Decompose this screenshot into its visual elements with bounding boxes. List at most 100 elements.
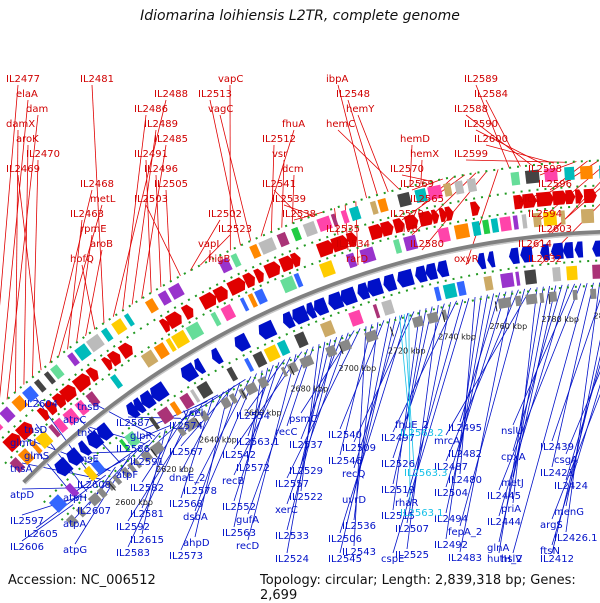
cog-block — [500, 272, 514, 288]
tick-label: 2740 kbp — [438, 333, 476, 342]
tick-label: 2720 kbp — [388, 347, 426, 356]
plus-gene-label: ilvB — [400, 224, 418, 235]
plus-gene-label: IL2599 — [454, 149, 488, 160]
plus-gene-arrow — [316, 240, 334, 258]
plus-gene-arrow — [199, 292, 216, 310]
cog-block — [510, 172, 520, 186]
minus-gene-label: glmU — [10, 438, 36, 449]
minus-gene-label: IL2533 — [275, 531, 309, 542]
plus-gene-label: IL2580 — [410, 239, 444, 250]
minus-gene-label: IL2509 — [342, 443, 376, 454]
minus-gene-label: IL2608 — [77, 480, 111, 491]
minus-gene-arrow — [487, 251, 495, 267]
cog-block — [522, 214, 528, 228]
cog-block — [244, 358, 254, 372]
cog-block — [457, 281, 467, 296]
minus-gene-label: menG — [554, 507, 584, 518]
minus-gene-label: IL2507 — [395, 524, 429, 535]
cog-block — [145, 298, 159, 314]
summary-text: Topology: circular; Length: 2,839,318 bp… — [260, 573, 600, 603]
minus-gene-label: IL2572 — [236, 463, 270, 474]
minus-gene-label: tnsD — [24, 425, 47, 436]
minus-gene-label: atpA — [63, 519, 86, 530]
minus-gene-label: IL2574 — [169, 421, 203, 432]
minus-gene-label: fepA_2 — [448, 527, 482, 538]
cog-block — [179, 393, 194, 410]
cog-block — [226, 367, 238, 382]
rna-gene-label: IL2563.1 — [400, 508, 444, 519]
plus-gene-label: IL2505 — [154, 179, 188, 190]
minus-gene-label: IL2583 — [116, 548, 150, 559]
minus-gene-label: IL2537 — [289, 440, 323, 451]
minus-gene-label: IL2615 — [130, 535, 164, 546]
tick-label: 2780 kbp — [541, 315, 579, 324]
cog-block — [319, 260, 336, 278]
minus-gene-label: recD — [236, 541, 260, 552]
plus-gene-label: IL2632 — [528, 254, 562, 265]
minus-gene-label: atpD — [10, 490, 34, 501]
plus-gene-label: hemC — [326, 119, 355, 130]
plus-gene-label-leader — [338, 130, 399, 189]
minus-gene-label: csgA — [554, 455, 578, 466]
rna-gene-label: IL2563.3 — [404, 468, 448, 479]
cog-block — [580, 166, 593, 180]
minus-gene-label-leader — [393, 307, 432, 484]
cog-block — [373, 304, 381, 318]
gc-block — [412, 316, 424, 328]
plus-gene-arrow — [565, 190, 575, 204]
minus-gene-label: IL2607 — [77, 506, 111, 517]
cog-block — [467, 178, 477, 192]
plus-gene-label: IL2594 — [528, 209, 562, 220]
tick-label: 2640 kbp — [199, 435, 237, 444]
cog-block — [592, 264, 600, 278]
plus-gene-arrow — [226, 277, 245, 296]
plus-gene-label: IL2584 — [474, 89, 508, 100]
plus-gene-label: IL2589 — [464, 74, 498, 85]
cog-block — [552, 267, 561, 282]
plus-gene-label: dcm — [282, 164, 304, 175]
plus-gene-label: IL2565 — [410, 194, 444, 205]
cog-block — [86, 334, 105, 353]
gc-block — [572, 290, 577, 300]
plus-gene-label: rpmE — [80, 224, 107, 235]
plus-gene-label: IL2598 — [528, 164, 562, 175]
cog-block — [186, 321, 205, 340]
cog-block — [253, 351, 268, 368]
cog-block — [370, 201, 379, 215]
plus-gene-label-leader — [123, 115, 146, 311]
cog-block — [499, 216, 512, 231]
plus-gene-label: IL2486 — [134, 104, 168, 115]
minus-gene-label: IL2554 — [236, 411, 270, 422]
plus-gene-label: IL2579 — [390, 209, 424, 220]
cog-block — [111, 318, 127, 335]
minus-gene-label: argS — [540, 520, 563, 531]
cog-block — [158, 290, 172, 306]
gc-block — [220, 397, 232, 410]
plus-gene-arrow — [552, 190, 567, 205]
minus-gene-label: tnsE — [77, 454, 99, 465]
minus-gene-label: IL2563 — [222, 528, 256, 539]
plus-gene-label: IL2590 — [464, 119, 498, 130]
cog-block — [291, 227, 302, 242]
minus-gene-label: glnA — [487, 543, 509, 554]
minus-gene-label: IL2586 — [116, 444, 150, 455]
minus-gene-label: IL2597 — [10, 516, 44, 527]
cog-block — [454, 223, 470, 239]
cog-block — [249, 244, 261, 259]
minus-gene-label: IL2568 — [169, 499, 203, 510]
minus-gene-label: IL2540 — [328, 430, 362, 441]
minus-gene-label: IL2482 — [448, 449, 482, 460]
plus-gene-label: IL2548 — [336, 89, 370, 100]
cog-block — [581, 209, 594, 224]
minus-gene-arrow — [259, 320, 278, 340]
plus-gene-label: IL2468 — [80, 179, 114, 190]
plus-gene-label: IL2477 — [6, 74, 40, 85]
minus-gene-label: IL2581 — [130, 509, 164, 520]
cog-block — [240, 297, 250, 311]
plus-gene-label: elaA — [16, 89, 38, 100]
plus-gene-arrow — [263, 261, 280, 278]
minus-gene-label: tnsC — [77, 428, 99, 439]
minus-gene-arrow — [592, 241, 600, 257]
minus-gene-label: tnsA — [10, 464, 32, 475]
minus-gene-arrow — [367, 278, 384, 297]
